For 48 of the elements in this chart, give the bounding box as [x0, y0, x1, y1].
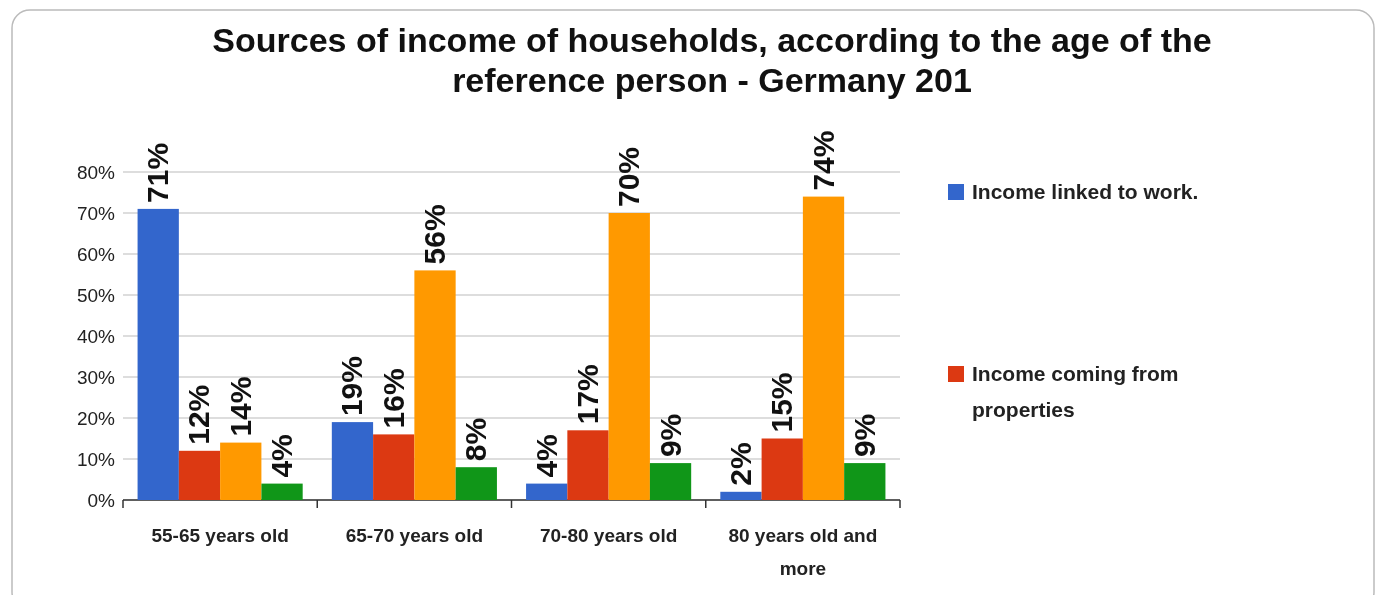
bar	[802, 196, 845, 500]
x-tick-label: 65-70 years old	[345, 525, 484, 546]
bar	[844, 463, 886, 500]
data-label: 14%	[223, 376, 257, 437]
bar	[331, 422, 374, 500]
y-tick-label: 40%	[76, 325, 116, 347]
y-tick-label: 70%	[76, 202, 116, 224]
data-label: 17%	[570, 364, 604, 425]
legend-label: Income coming from properties	[972, 362, 1179, 421]
bar	[649, 463, 692, 500]
data-label: 56%	[418, 204, 452, 265]
legend-label: Income linked to work.	[972, 180, 1199, 203]
bar	[373, 434, 415, 500]
bar	[720, 491, 762, 500]
y-tick-label: 10%	[76, 448, 116, 470]
data-label: 2%	[723, 442, 757, 486]
data-label: 12%	[182, 384, 216, 445]
bar	[608, 213, 650, 500]
data-label: 4%	[265, 434, 299, 478]
data-label: 71%	[141, 142, 175, 203]
bar	[455, 467, 497, 500]
bar	[414, 270, 456, 500]
bar	[761, 438, 803, 500]
data-label: 16%	[376, 368, 410, 429]
x-tick-label: 55-65 years old	[151, 525, 289, 546]
data-label: 8%	[459, 417, 493, 462]
x-tick-label: 70-80 years old	[539, 525, 678, 546]
y-tick-label: 80%	[76, 161, 116, 183]
y-tick-label: 60%	[76, 243, 116, 265]
chart-title: Sources of income of households, according to the age of the reference person - Germany 201	[212, 21, 1212, 99]
data-label: 70%	[612, 146, 646, 207]
y-tick-label: 0%	[87, 489, 116, 511]
y-tick-label: 20%	[76, 407, 116, 429]
bar	[526, 483, 568, 500]
data-label: 74%	[806, 130, 840, 191]
data-label: 4%	[529, 434, 563, 478]
bar	[178, 450, 221, 500]
data-label: 9%	[847, 413, 881, 458]
bar	[137, 208, 179, 500]
bar	[220, 442, 262, 500]
x-tick-label: 80 years old and more	[728, 525, 878, 579]
y-tick-label: 30%	[76, 366, 116, 388]
data-label: 19%	[335, 356, 369, 417]
bar	[261, 483, 303, 500]
bar	[567, 430, 609, 500]
data-label: 15%	[765, 372, 799, 433]
y-tick-label: 50%	[76, 284, 116, 306]
data-label: 9%	[653, 413, 687, 458]
